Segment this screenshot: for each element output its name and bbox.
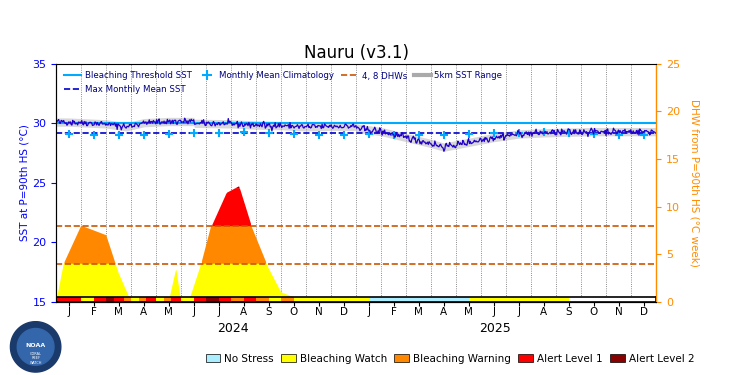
Polygon shape xyxy=(17,328,54,365)
Y-axis label: SST at P=90th HS (°C): SST at P=90th HS (°C) xyxy=(20,124,30,241)
Bar xyxy=(171,297,182,302)
Bar xyxy=(281,297,294,302)
Bar xyxy=(139,297,146,302)
Bar xyxy=(369,297,469,302)
Bar xyxy=(231,297,244,302)
Bar xyxy=(194,297,206,302)
Bar xyxy=(131,297,139,302)
Bar xyxy=(114,297,124,302)
Bar xyxy=(146,297,156,302)
Bar xyxy=(56,297,81,302)
Bar xyxy=(81,297,94,302)
Bar xyxy=(219,297,231,302)
Bar xyxy=(156,297,164,302)
Legend: No Stress, Bleaching Watch, Bleaching Warning, Alert Level 1, Alert Level 2: No Stress, Bleaching Watch, Bleaching Wa… xyxy=(201,350,699,368)
Text: CORAL
REEF
WATCH: CORAL REEF WATCH xyxy=(29,352,42,365)
Title: Nauru (v3.1): Nauru (v3.1) xyxy=(304,44,409,62)
Text: NOAA: NOAA xyxy=(26,344,46,348)
Bar xyxy=(124,297,131,302)
Legend: Bleaching Threshold SST, Max Monthly Mean SST, Monthly Mean Climatology, 4, 8 DH: Bleaching Threshold SST, Max Monthly Mea… xyxy=(61,68,506,97)
Bar xyxy=(206,297,219,302)
Bar xyxy=(106,297,114,302)
Bar xyxy=(164,297,171,302)
Bar xyxy=(94,297,106,302)
Bar xyxy=(256,297,268,302)
Bar xyxy=(268,297,281,302)
Bar xyxy=(469,297,568,302)
Bar xyxy=(244,297,256,302)
Bar xyxy=(294,297,319,302)
Text: 2025: 2025 xyxy=(479,322,511,335)
Bar xyxy=(319,297,369,302)
Polygon shape xyxy=(10,322,61,372)
Y-axis label: DHW from P=90th HS (°C week): DHW from P=90th HS (°C week) xyxy=(689,99,700,267)
Bar xyxy=(182,297,194,302)
Text: 2024: 2024 xyxy=(217,322,248,335)
Bar xyxy=(568,297,656,302)
